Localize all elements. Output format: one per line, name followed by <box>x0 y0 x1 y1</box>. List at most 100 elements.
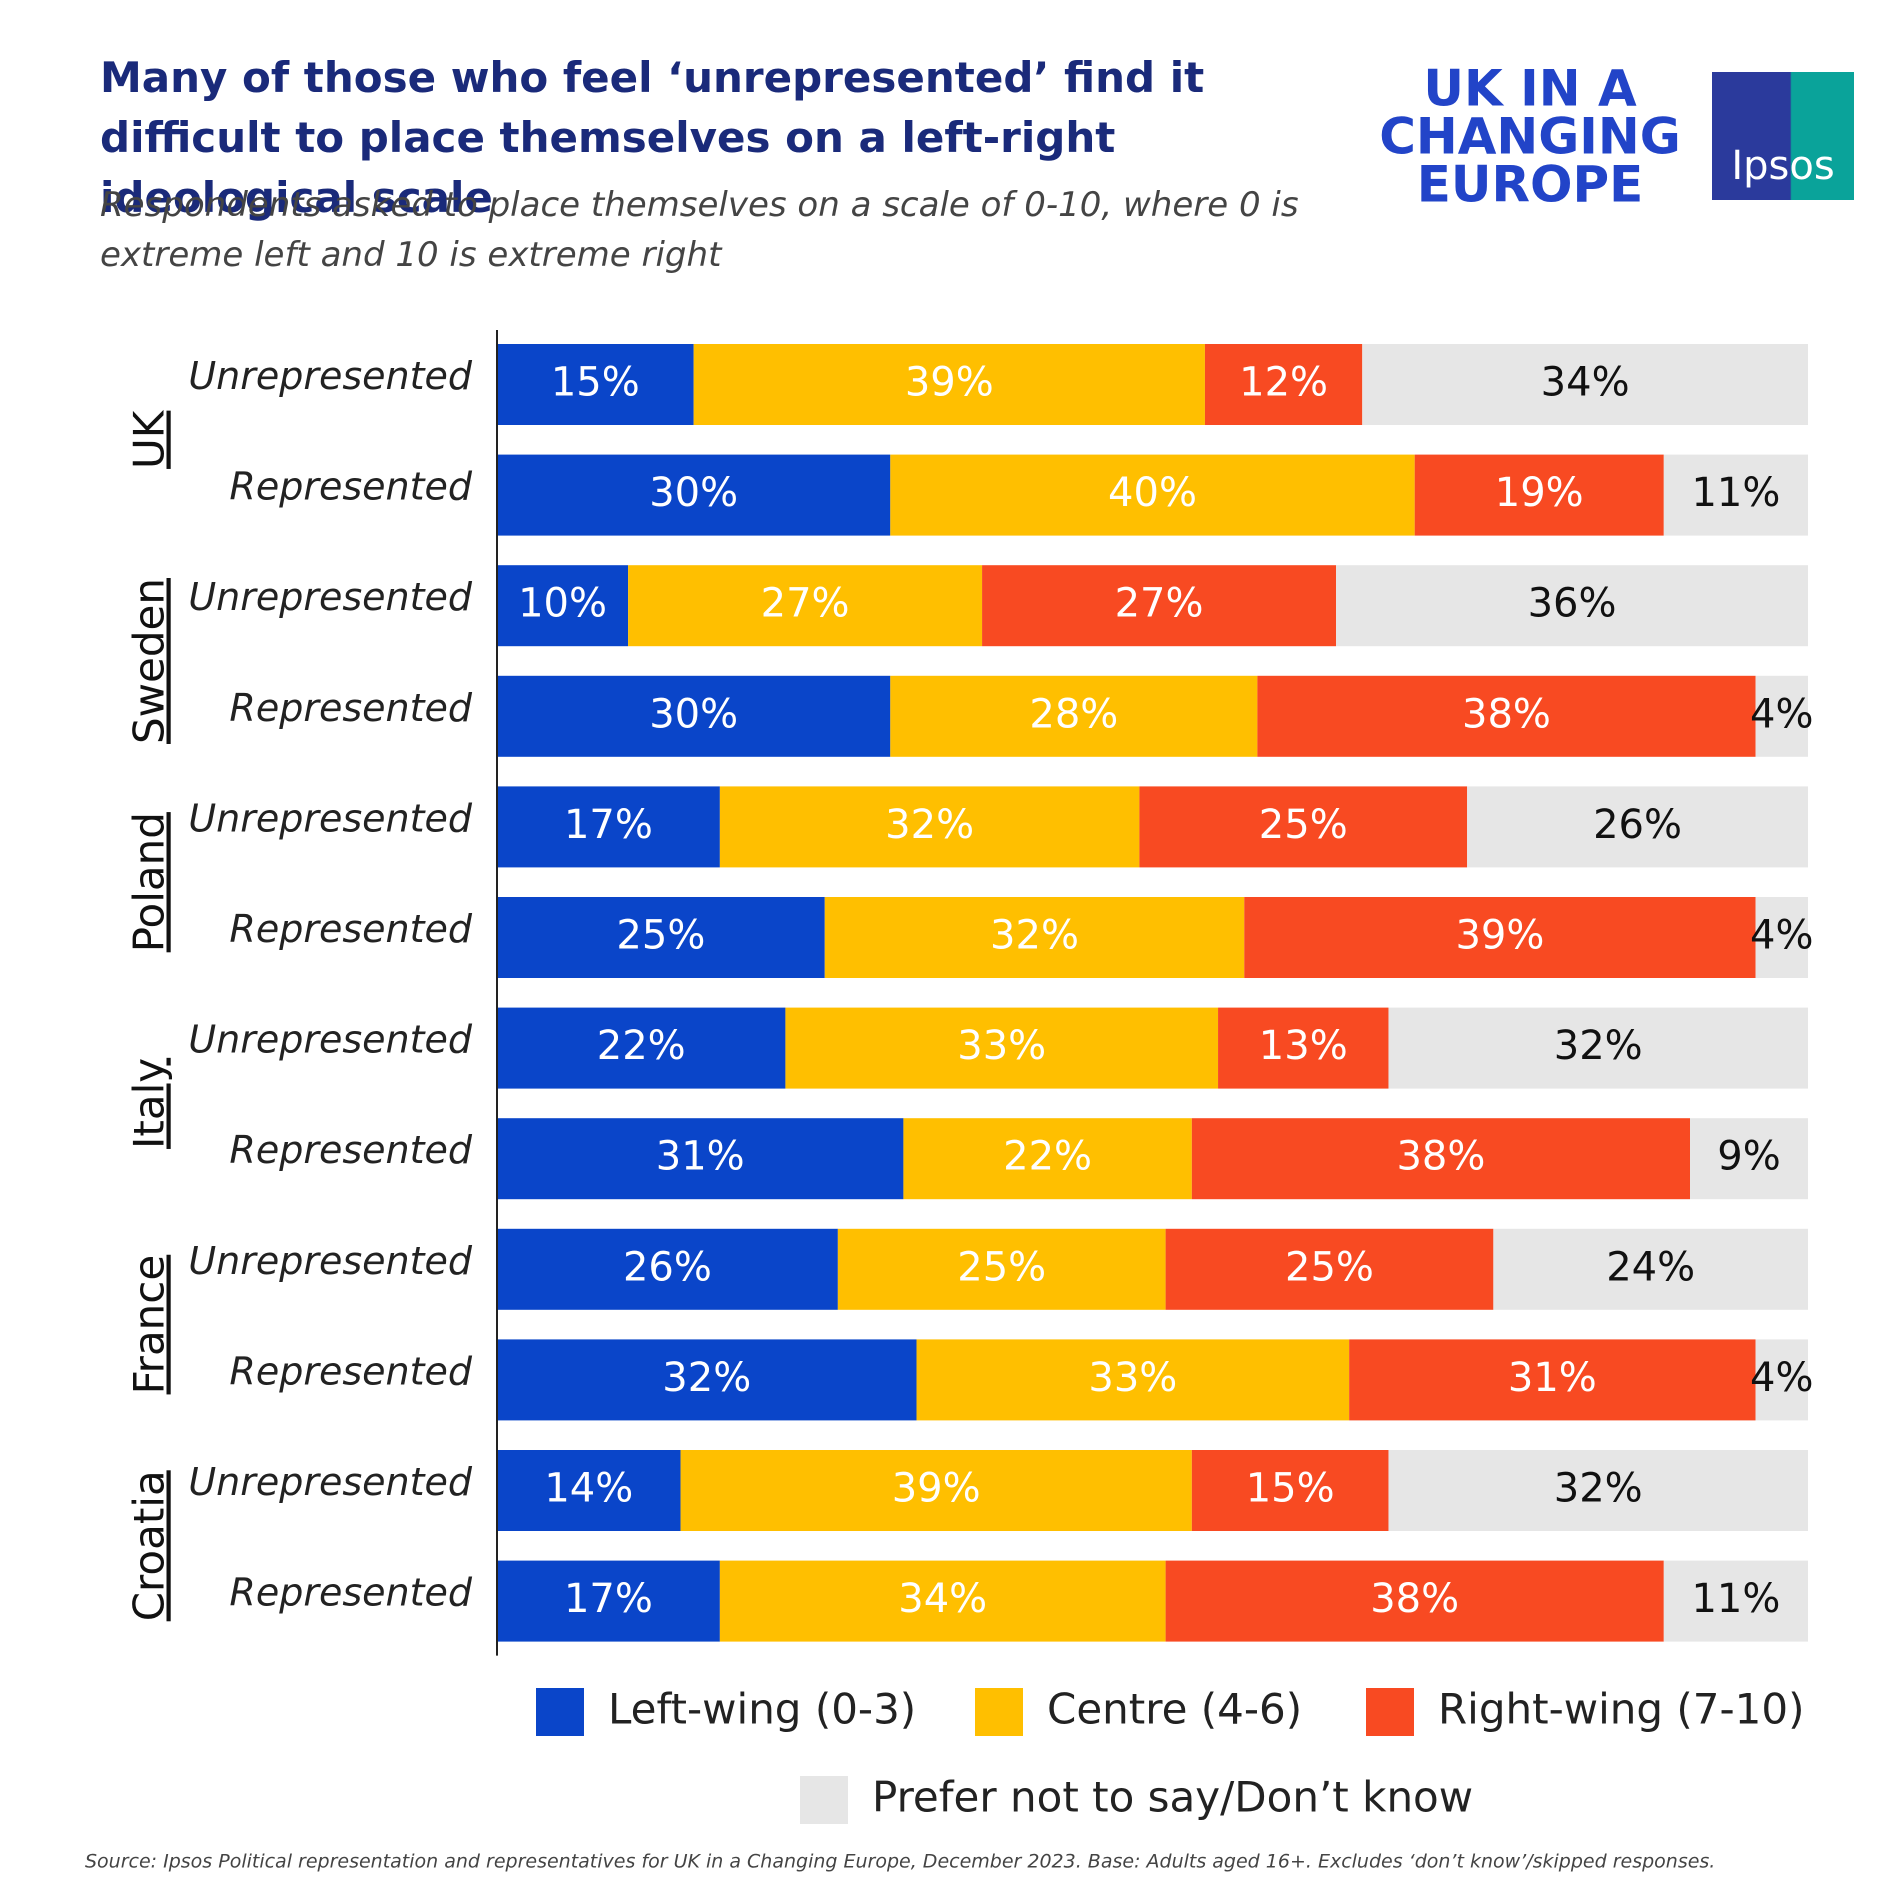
bar-segment <box>693 344 1205 425</box>
bar-segment <box>903 1118 1192 1200</box>
value-label: 32% <box>662 1355 751 1401</box>
legend-swatch <box>1366 1688 1414 1736</box>
bar-segment <box>628 565 983 647</box>
value-label: 24% <box>1606 1244 1695 1290</box>
row-label: Represented <box>229 1128 472 1172</box>
bar-segment <box>1165 1228 1494 1310</box>
legend-swatch <box>536 1688 584 1736</box>
bar-segment <box>1244 897 1756 978</box>
value-label: 10% <box>518 581 607 627</box>
value-label: 31% <box>656 1134 745 1180</box>
row-label: Represented <box>229 907 472 951</box>
group-label: Sweden <box>125 578 174 744</box>
logo-line: EUROPE <box>1417 156 1644 214</box>
value-label: 19% <box>1495 470 1584 516</box>
value-label: 32% <box>1554 1023 1643 1069</box>
value-label: 25% <box>1285 1244 1374 1290</box>
bar-segment <box>719 1560 1166 1642</box>
value-label: 22% <box>597 1023 686 1069</box>
row-label: Unrepresented <box>188 796 473 840</box>
value-label: 12% <box>1239 360 1328 406</box>
value-label: 38% <box>1462 691 1551 737</box>
legend-label: Right-wing (7-10) <box>1438 1685 1805 1734</box>
bar-segment <box>497 1007 786 1089</box>
value-label: 14% <box>544 1466 633 1512</box>
bar-segment <box>837 1228 1166 1310</box>
value-label: 30% <box>649 691 738 737</box>
bar-segment <box>1663 1560 1808 1642</box>
bar-segment <box>497 454 891 536</box>
bar-segment <box>785 1007 1219 1089</box>
value-label: 11% <box>1691 1576 1780 1622</box>
value-label: 32% <box>990 913 1079 959</box>
chart-title: Many of those who feel ‘unrepresented’ f… <box>100 53 1205 222</box>
bar-segment <box>497 1228 838 1310</box>
value-label: 4% <box>1750 691 1813 737</box>
value-label: 17% <box>564 1576 653 1622</box>
value-label: 32% <box>1554 1466 1643 1512</box>
row-label: Unrepresented <box>188 1018 473 1062</box>
bar-segment <box>1414 454 1664 536</box>
value-label: 26% <box>1593 802 1682 848</box>
bar-segment <box>497 786 720 868</box>
bar-segment <box>719 786 1140 868</box>
legend-swatch <box>975 1688 1023 1736</box>
source: Source: Ipsos Political representation a… <box>85 1851 1715 1873</box>
bar-segment <box>890 675 1258 757</box>
value-label: 34% <box>898 1576 987 1622</box>
group-label: Poland <box>125 812 174 952</box>
value-label: 38% <box>1370 1576 1459 1622</box>
value-label: 25% <box>1259 802 1348 848</box>
group-label: Croatia <box>125 1470 174 1621</box>
value-label: 38% <box>1396 1134 1485 1180</box>
bar-segment <box>1755 1339 1808 1421</box>
row-label: Represented <box>229 686 472 730</box>
chart-subtitle: Respondents asked to place themselves on… <box>100 185 1299 275</box>
value-label: 11% <box>1691 470 1780 516</box>
value-label: 30% <box>649 470 738 516</box>
bar-segment <box>1191 1118 1691 1200</box>
bar-segment <box>497 1118 904 1200</box>
value-label: 40% <box>1108 470 1197 516</box>
bar-segment <box>1139 786 1468 868</box>
bar-segment <box>680 1450 1192 1531</box>
legend-swatch <box>800 1776 848 1824</box>
bar-segment <box>1336 565 1808 647</box>
value-label: 15% <box>551 360 640 406</box>
bar-segment <box>1690 1118 1808 1200</box>
bar-segment <box>1388 1007 1808 1089</box>
bar-segment <box>1388 1450 1808 1531</box>
bar-segment <box>497 1450 681 1531</box>
row-label: Unrepresented <box>188 1239 473 1283</box>
bar-segment <box>1218 1007 1389 1089</box>
bar-segment <box>1165 1560 1664 1642</box>
value-label: 39% <box>892 1466 981 1512</box>
group-label: France <box>125 1255 174 1395</box>
value-label: 17% <box>564 802 653 848</box>
value-label: 27% <box>761 581 850 627</box>
brand: Ipsos <box>1731 143 1834 189</box>
bar-segment <box>982 565 1337 647</box>
row-label: Represented <box>229 1349 472 1393</box>
bar-segment <box>497 344 694 425</box>
bar-segment <box>1755 897 1808 978</box>
value-label: 32% <box>885 802 974 848</box>
bar-segment <box>497 565 629 647</box>
logo-line: CHANGING <box>1379 108 1681 166</box>
value-label: 25% <box>616 913 705 959</box>
row-label: Represented <box>229 465 472 509</box>
group-label: UK <box>125 409 174 469</box>
value-label: 27% <box>1115 581 1204 627</box>
bar-segment <box>824 897 1245 978</box>
value-label: 15% <box>1246 1466 1335 1512</box>
value-label: 25% <box>957 1244 1046 1290</box>
value-label: 4% <box>1750 913 1813 959</box>
value-label: 28% <box>1029 691 1118 737</box>
bar-segment <box>1493 1228 1808 1310</box>
row-label: Unrepresented <box>188 575 473 619</box>
bar-segment <box>1755 675 1808 757</box>
row-label: Represented <box>229 1571 472 1615</box>
bar-segment <box>1191 1450 1389 1531</box>
